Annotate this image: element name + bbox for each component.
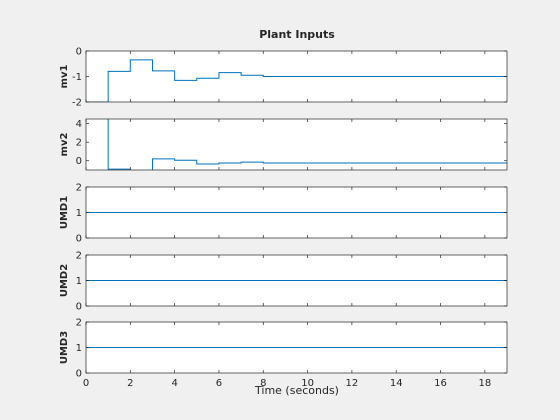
x-tick-label: 18 [478, 378, 491, 389]
subplot-4: 0 1 2 UMD2 [59, 251, 508, 313]
chart-title: Plant Inputs [259, 28, 335, 41]
y-tick-label: 0 [76, 156, 82, 167]
y-axis-label: UMD2 [59, 264, 70, 297]
subplot-3: 0 1 2 UMD1 [59, 183, 508, 245]
y-axis-label: UMD1 [59, 196, 70, 229]
x-tick-label: 12 [346, 378, 359, 389]
y-tick-label: -1 [72, 72, 82, 83]
x-axis-label: Time (seconds) [254, 384, 339, 397]
y-tick-label: 2 [76, 183, 82, 194]
y-tick-label: 4 [76, 119, 82, 130]
series-line-mv2 [107, 119, 507, 170]
series-line-mv1 [86, 59, 507, 102]
x-tick-label: 6 [216, 378, 222, 389]
x-tick-label: 14 [390, 378, 403, 389]
y-tick-label: 1 [76, 208, 82, 219]
y-tick-label: 0 [76, 234, 82, 245]
x-tick-label: 4 [171, 378, 177, 389]
y-axis-label: mv2 [59, 133, 70, 157]
y-tick-label: 2 [76, 138, 82, 149]
axes-background [86, 119, 507, 170]
subplot-2: 0 2 4 mv2 [59, 118, 508, 171]
y-tick-label: 0 [76, 47, 82, 58]
subplot-1: -2 -1 0 mv1 [59, 47, 508, 109]
y-tick-label: 2 [76, 251, 82, 262]
y-tick-label: 0 [76, 369, 82, 380]
y-tick-label: 0 [76, 302, 82, 313]
x-tick-label: 16 [434, 378, 447, 389]
x-tick-label: 0 [83, 378, 89, 389]
y-tick-label: 1 [76, 343, 82, 354]
x-tick-label: 8 [260, 378, 266, 389]
y-tick-label: -2 [72, 98, 82, 109]
axes-box [85, 118, 508, 171]
y-axis-label: mv1 [59, 65, 70, 89]
x-tick-label: 2 [127, 378, 133, 389]
y-tick-label: 2 [76, 318, 82, 329]
y-tick-label: 1 [76, 276, 82, 287]
x-tick-label: 10 [301, 378, 314, 389]
y-axis-label: UMD3 [59, 331, 70, 364]
